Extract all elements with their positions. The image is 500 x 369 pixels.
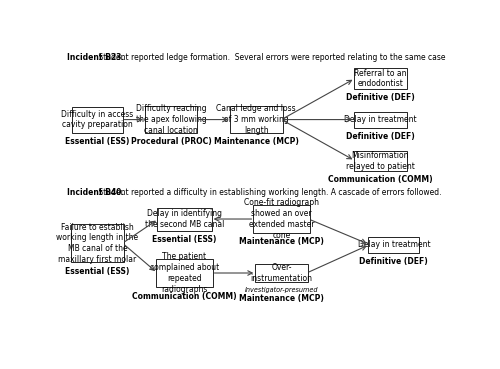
- Text: Essential (ESS): Essential (ESS): [152, 235, 217, 244]
- Text: Communication (COMM): Communication (COMM): [328, 175, 432, 184]
- Text: Incident B40.: Incident B40.: [67, 188, 124, 197]
- Text: Difficulty in access
cavity preparation: Difficulty in access cavity preparation: [61, 110, 134, 130]
- FancyBboxPatch shape: [72, 107, 123, 132]
- Text: Referral to an
endodontist: Referral to an endodontist: [354, 69, 406, 88]
- Text: Definitive (DEF): Definitive (DEF): [346, 93, 414, 103]
- Text: Essential (ESS): Essential (ESS): [65, 137, 130, 146]
- Text: Incident B23.: Incident B23.: [67, 54, 124, 62]
- Text: Definitive (DEF): Definitive (DEF): [360, 257, 428, 266]
- Text: Definitive (DEF): Definitive (DEF): [346, 132, 414, 141]
- Text: Cone-fit radiograph
showed an over
extended master
cone: Cone-fit radiograph showed an over exten…: [244, 199, 319, 239]
- FancyBboxPatch shape: [253, 206, 310, 233]
- Text: Canal ledge and loss
of 3 mm working
length: Canal ledge and loss of 3 mm working len…: [216, 104, 296, 135]
- FancyBboxPatch shape: [230, 106, 282, 133]
- FancyBboxPatch shape: [144, 106, 198, 133]
- Text: The patient
complained about
repeated
radiographs: The patient complained about repeated ra…: [150, 252, 219, 294]
- FancyBboxPatch shape: [354, 151, 406, 171]
- FancyBboxPatch shape: [368, 237, 419, 252]
- Text: Procedural (PROC): Procedural (PROC): [130, 138, 212, 146]
- Text: Delay in treatment: Delay in treatment: [358, 240, 430, 249]
- Text: Student reported ledge formation.  Several errors were reported relating to the : Student reported ledge formation. Severa…: [96, 54, 446, 62]
- Text: Student reported a difficulty in establishing working length. A cascade of error: Student reported a difficulty in establi…: [96, 188, 442, 197]
- FancyBboxPatch shape: [354, 111, 406, 128]
- Text: Difficulty reaching
the apex following
canal location: Difficulty reaching the apex following c…: [136, 104, 206, 135]
- FancyBboxPatch shape: [71, 224, 124, 262]
- Text: Delay in identifying
the second MB canal: Delay in identifying the second MB canal: [145, 209, 224, 229]
- FancyBboxPatch shape: [157, 207, 212, 231]
- Text: Misinformation
relayed to patient: Misinformation relayed to patient: [346, 151, 414, 170]
- Text: Maintenance (MCP): Maintenance (MCP): [239, 237, 324, 246]
- FancyBboxPatch shape: [156, 259, 213, 287]
- Text: Maintenance (MCP): Maintenance (MCP): [239, 294, 324, 303]
- Text: Essential (ESS): Essential (ESS): [65, 267, 130, 276]
- Text: Communication (COMM): Communication (COMM): [132, 292, 237, 301]
- Text: Maintenance (MCP): Maintenance (MCP): [214, 138, 298, 146]
- Text: Delay in treatment: Delay in treatment: [344, 115, 416, 124]
- Text: Investigator-presumed: Investigator-presumed: [244, 287, 318, 293]
- FancyBboxPatch shape: [354, 68, 406, 89]
- FancyBboxPatch shape: [255, 263, 308, 282]
- Text: Failure to establish
working length in the
MB canal of the
maxillary first molar: Failure to establish working length in t…: [56, 223, 138, 264]
- Text: Over-
instrumentation: Over- instrumentation: [250, 263, 312, 283]
